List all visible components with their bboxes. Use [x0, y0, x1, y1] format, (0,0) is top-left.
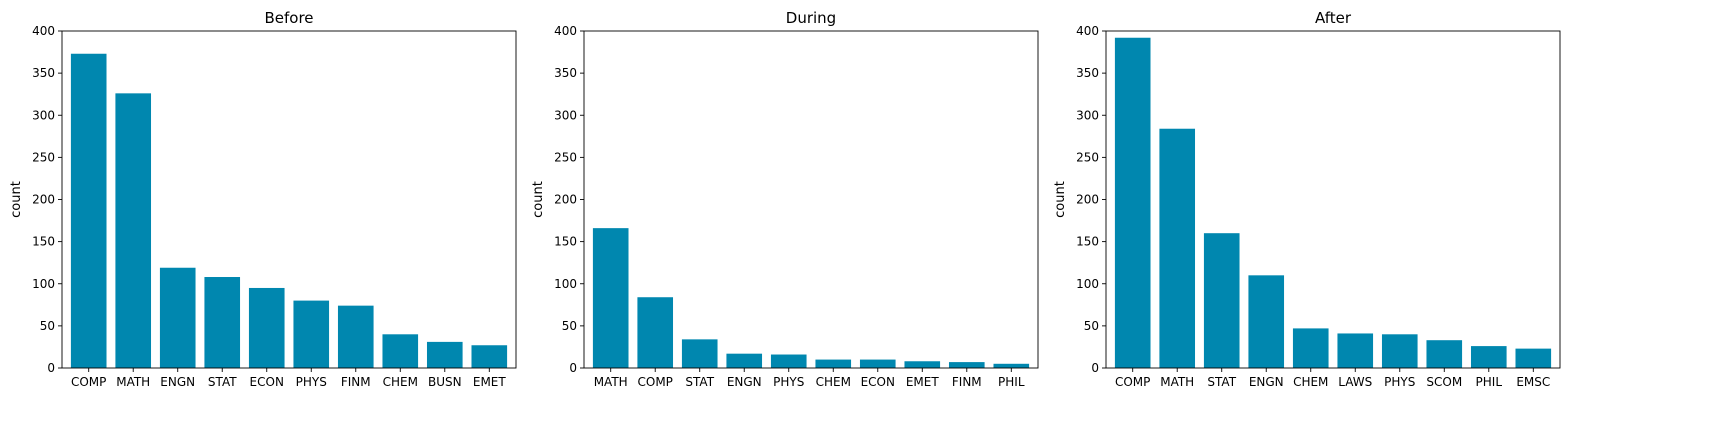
bar-finm — [337, 305, 374, 368]
bar-comp — [637, 297, 674, 368]
bar-econ — [859, 359, 896, 368]
bar-busn — [426, 341, 463, 368]
bar-emet — [471, 345, 508, 368]
x-tick-label: PHYS — [296, 375, 327, 389]
bar-emsc — [1515, 348, 1552, 368]
y-tick-label: 250 — [554, 150, 577, 164]
bar-phys — [293, 300, 330, 368]
chart-title: During — [786, 9, 836, 27]
chart-title: After — [1315, 9, 1352, 27]
y-tick-label: 250 — [32, 150, 55, 164]
y-tick-label: 50 — [1084, 319, 1099, 333]
y-tick-label: 0 — [1091, 361, 1099, 375]
bar-laws — [1337, 333, 1374, 368]
x-tick-label: SCOM — [1426, 375, 1462, 389]
x-tick-label: EMSC — [1516, 375, 1550, 389]
bar-math — [115, 93, 152, 368]
bar-chem — [1292, 328, 1329, 368]
x-tick-label: STAT — [1207, 375, 1236, 389]
bar-stat — [681, 339, 718, 368]
bar-phys — [770, 354, 807, 368]
x-tick-label: PHIL — [998, 375, 1025, 389]
y-tick-label: 100 — [1076, 277, 1099, 291]
y-tick-label: 50 — [562, 319, 577, 333]
bar-phys — [1381, 334, 1418, 368]
bar-finm — [948, 362, 985, 368]
bar-engn — [1248, 275, 1285, 368]
y-axis-label: count — [9, 181, 24, 218]
x-tick-label: PHYS — [773, 375, 804, 389]
x-tick-label: EMET — [906, 375, 940, 389]
y-tick-label: 150 — [32, 235, 55, 249]
x-tick-label: PHYS — [1384, 375, 1415, 389]
x-tick-label: LAWS — [1338, 375, 1372, 389]
x-tick-label: FINM — [952, 375, 982, 389]
y-tick-label: 350 — [1076, 66, 1099, 80]
x-tick-label: COMP — [638, 375, 673, 389]
bar-econ — [248, 287, 285, 368]
x-tick-label: MATH — [116, 375, 150, 389]
y-tick-label: 100 — [554, 277, 577, 291]
y-tick-label: 400 — [554, 24, 577, 38]
y-tick-label: 0 — [569, 361, 577, 375]
x-tick-label: ENGN — [1249, 375, 1284, 389]
y-tick-label: 50 — [40, 319, 55, 333]
x-tick-label: ENGN — [160, 375, 195, 389]
bar-chem — [815, 359, 852, 368]
x-tick-label: FINM — [341, 375, 371, 389]
y-tick-label: 400 — [32, 24, 55, 38]
x-tick-label: ECON — [861, 375, 895, 389]
y-tick-label: 200 — [1076, 193, 1099, 207]
chart-panel-before: 0 50 100 150 200 250 300 350 400 COMP MATH ENGN STAT… — [9, 9, 517, 389]
x-tick-label: CHEM — [383, 375, 418, 389]
y-tick-label: 200 — [554, 193, 577, 207]
x-tick-label: MATH — [1160, 375, 1194, 389]
y-tick-label: 150 — [554, 235, 577, 249]
y-tick-label: 200 — [32, 193, 55, 207]
x-tick-label: PHIL — [1476, 375, 1503, 389]
y-tick-label: 350 — [32, 66, 55, 80]
bar-phil — [1470, 346, 1507, 368]
y-tick-label: 300 — [1076, 108, 1099, 122]
bar-stat — [1203, 233, 1240, 368]
x-tick-label: CHEM — [1293, 375, 1328, 389]
y-tick-label: 150 — [1076, 235, 1099, 249]
x-tick-label: ECON — [250, 375, 284, 389]
x-tick-label: COMP — [1115, 375, 1150, 389]
bar-stat — [204, 277, 241, 368]
y-tick-label: 400 — [1076, 24, 1099, 38]
bar-math — [1159, 128, 1196, 368]
y-tick-label: 250 — [1076, 150, 1099, 164]
chart-title: Before — [264, 9, 313, 27]
y-tick-label: 350 — [554, 66, 577, 80]
bar-comp — [70, 53, 107, 369]
y-axis-label: count — [1053, 181, 1068, 218]
bar-phil — [993, 363, 1030, 368]
x-tick-label: STAT — [685, 375, 714, 389]
x-tick-label: CHEM — [816, 375, 851, 389]
y-axis-label: count — [531, 181, 546, 218]
x-tick-label: COMP — [71, 375, 106, 389]
bar-engn — [726, 353, 763, 368]
y-tick-label: 300 — [32, 108, 55, 122]
bar-emet — [904, 361, 941, 368]
x-tick-label: MATH — [594, 375, 628, 389]
bar-engn — [159, 267, 196, 368]
chart-panel-during: 0 50 100 150 200 250 300 350 400 MATH COMP STAT ENGN… — [531, 9, 1039, 389]
x-tick-label: EMET — [473, 375, 507, 389]
bar-scom — [1426, 340, 1463, 368]
bar-comp — [1114, 37, 1151, 369]
bar-chem — [382, 334, 419, 368]
x-tick-label: BUSN — [428, 375, 462, 389]
x-tick-label: ENGN — [727, 375, 762, 389]
chart-panel-after: 0 50 100 150 200 250 300 350 400 COMP MATH STAT ENGN… — [1053, 9, 1561, 389]
x-tick-label: STAT — [208, 375, 237, 389]
y-tick-label: 300 — [554, 108, 577, 122]
y-tick-label: 0 — [47, 361, 55, 375]
bar-math — [592, 228, 629, 368]
y-tick-label: 100 — [32, 277, 55, 291]
